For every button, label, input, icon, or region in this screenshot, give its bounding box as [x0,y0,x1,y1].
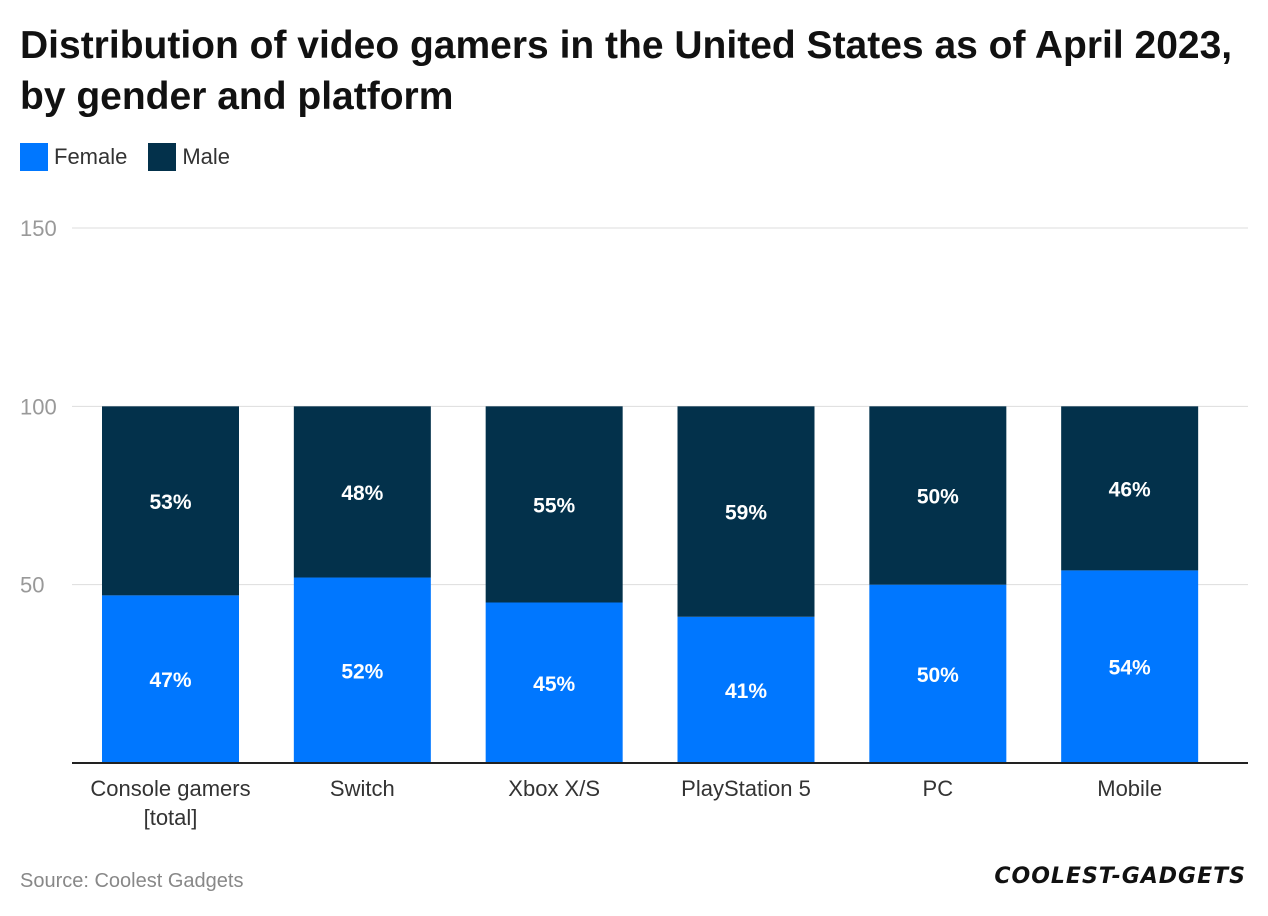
data-label-male-5: 46% [1109,478,1151,501]
bar-female-1 [293,577,431,763]
x-tick-label-1: Switch [330,776,395,801]
legend-swatch-female [20,143,48,171]
bar-male-1 [293,406,431,578]
bar-male-2 [485,406,623,603]
bar-female-2 [485,602,623,763]
stacked-bar-chart: 50 100 150 47% 53% Console gamers [total] 52% 48… [20,216,1248,830]
x-tick-label-4: PC [923,776,954,801]
data-label-male-0: 53% [149,491,191,514]
bar-male-3 [677,406,815,617]
data-label-male-1: 48% [341,482,383,505]
brand-logo: COOLEST-GADGETS [994,864,1246,889]
legend-label-female: Female [54,144,128,169]
bar-female-3 [677,616,815,763]
data-label-female-5: 54% [1109,657,1151,680]
x-tick-label-5: Mobile [1097,776,1162,801]
legend-item-female: Female [20,143,127,171]
bar-male-4 [869,406,1007,585]
legend-item-male: Male [148,143,230,171]
legend-swatch-male [148,143,177,171]
bar-female-0 [102,595,239,763]
data-label-female-3: 41% [725,680,767,703]
data-label-female-4: 50% [917,664,959,687]
legend: Female Male [20,142,251,172]
legend-label-male: Male [182,144,231,169]
source-note: Source: Coolest Gadgets [20,870,244,892]
bar-male-0 [102,406,239,596]
bar-male-5 [1061,406,1199,571]
data-label-female-0: 47% [149,669,191,692]
y-tick-label-50: 50 [20,573,44,598]
bar-female-5 [1061,570,1199,763]
data-label-female-1: 52% [341,660,383,683]
x-tick-label-2: Xbox X/S [508,776,600,801]
chart-title: Distribution of video gamers in the Unit… [20,24,1233,118]
bar-female-4 [869,584,1007,763]
y-tick-label-100: 100 [20,394,57,419]
x-tick-label-0-line-1: [total] [144,805,198,830]
data-label-male-2: 55% [533,494,575,517]
data-label-male-4: 50% [917,486,959,509]
x-tick-label-0-line-0: Console gamers [90,776,250,801]
x-tick-label-3: PlayStation 5 [681,776,811,801]
data-label-female-2: 45% [533,673,575,696]
data-label-male-3: 59% [725,502,767,525]
y-tick-label-150: 150 [20,216,57,241]
